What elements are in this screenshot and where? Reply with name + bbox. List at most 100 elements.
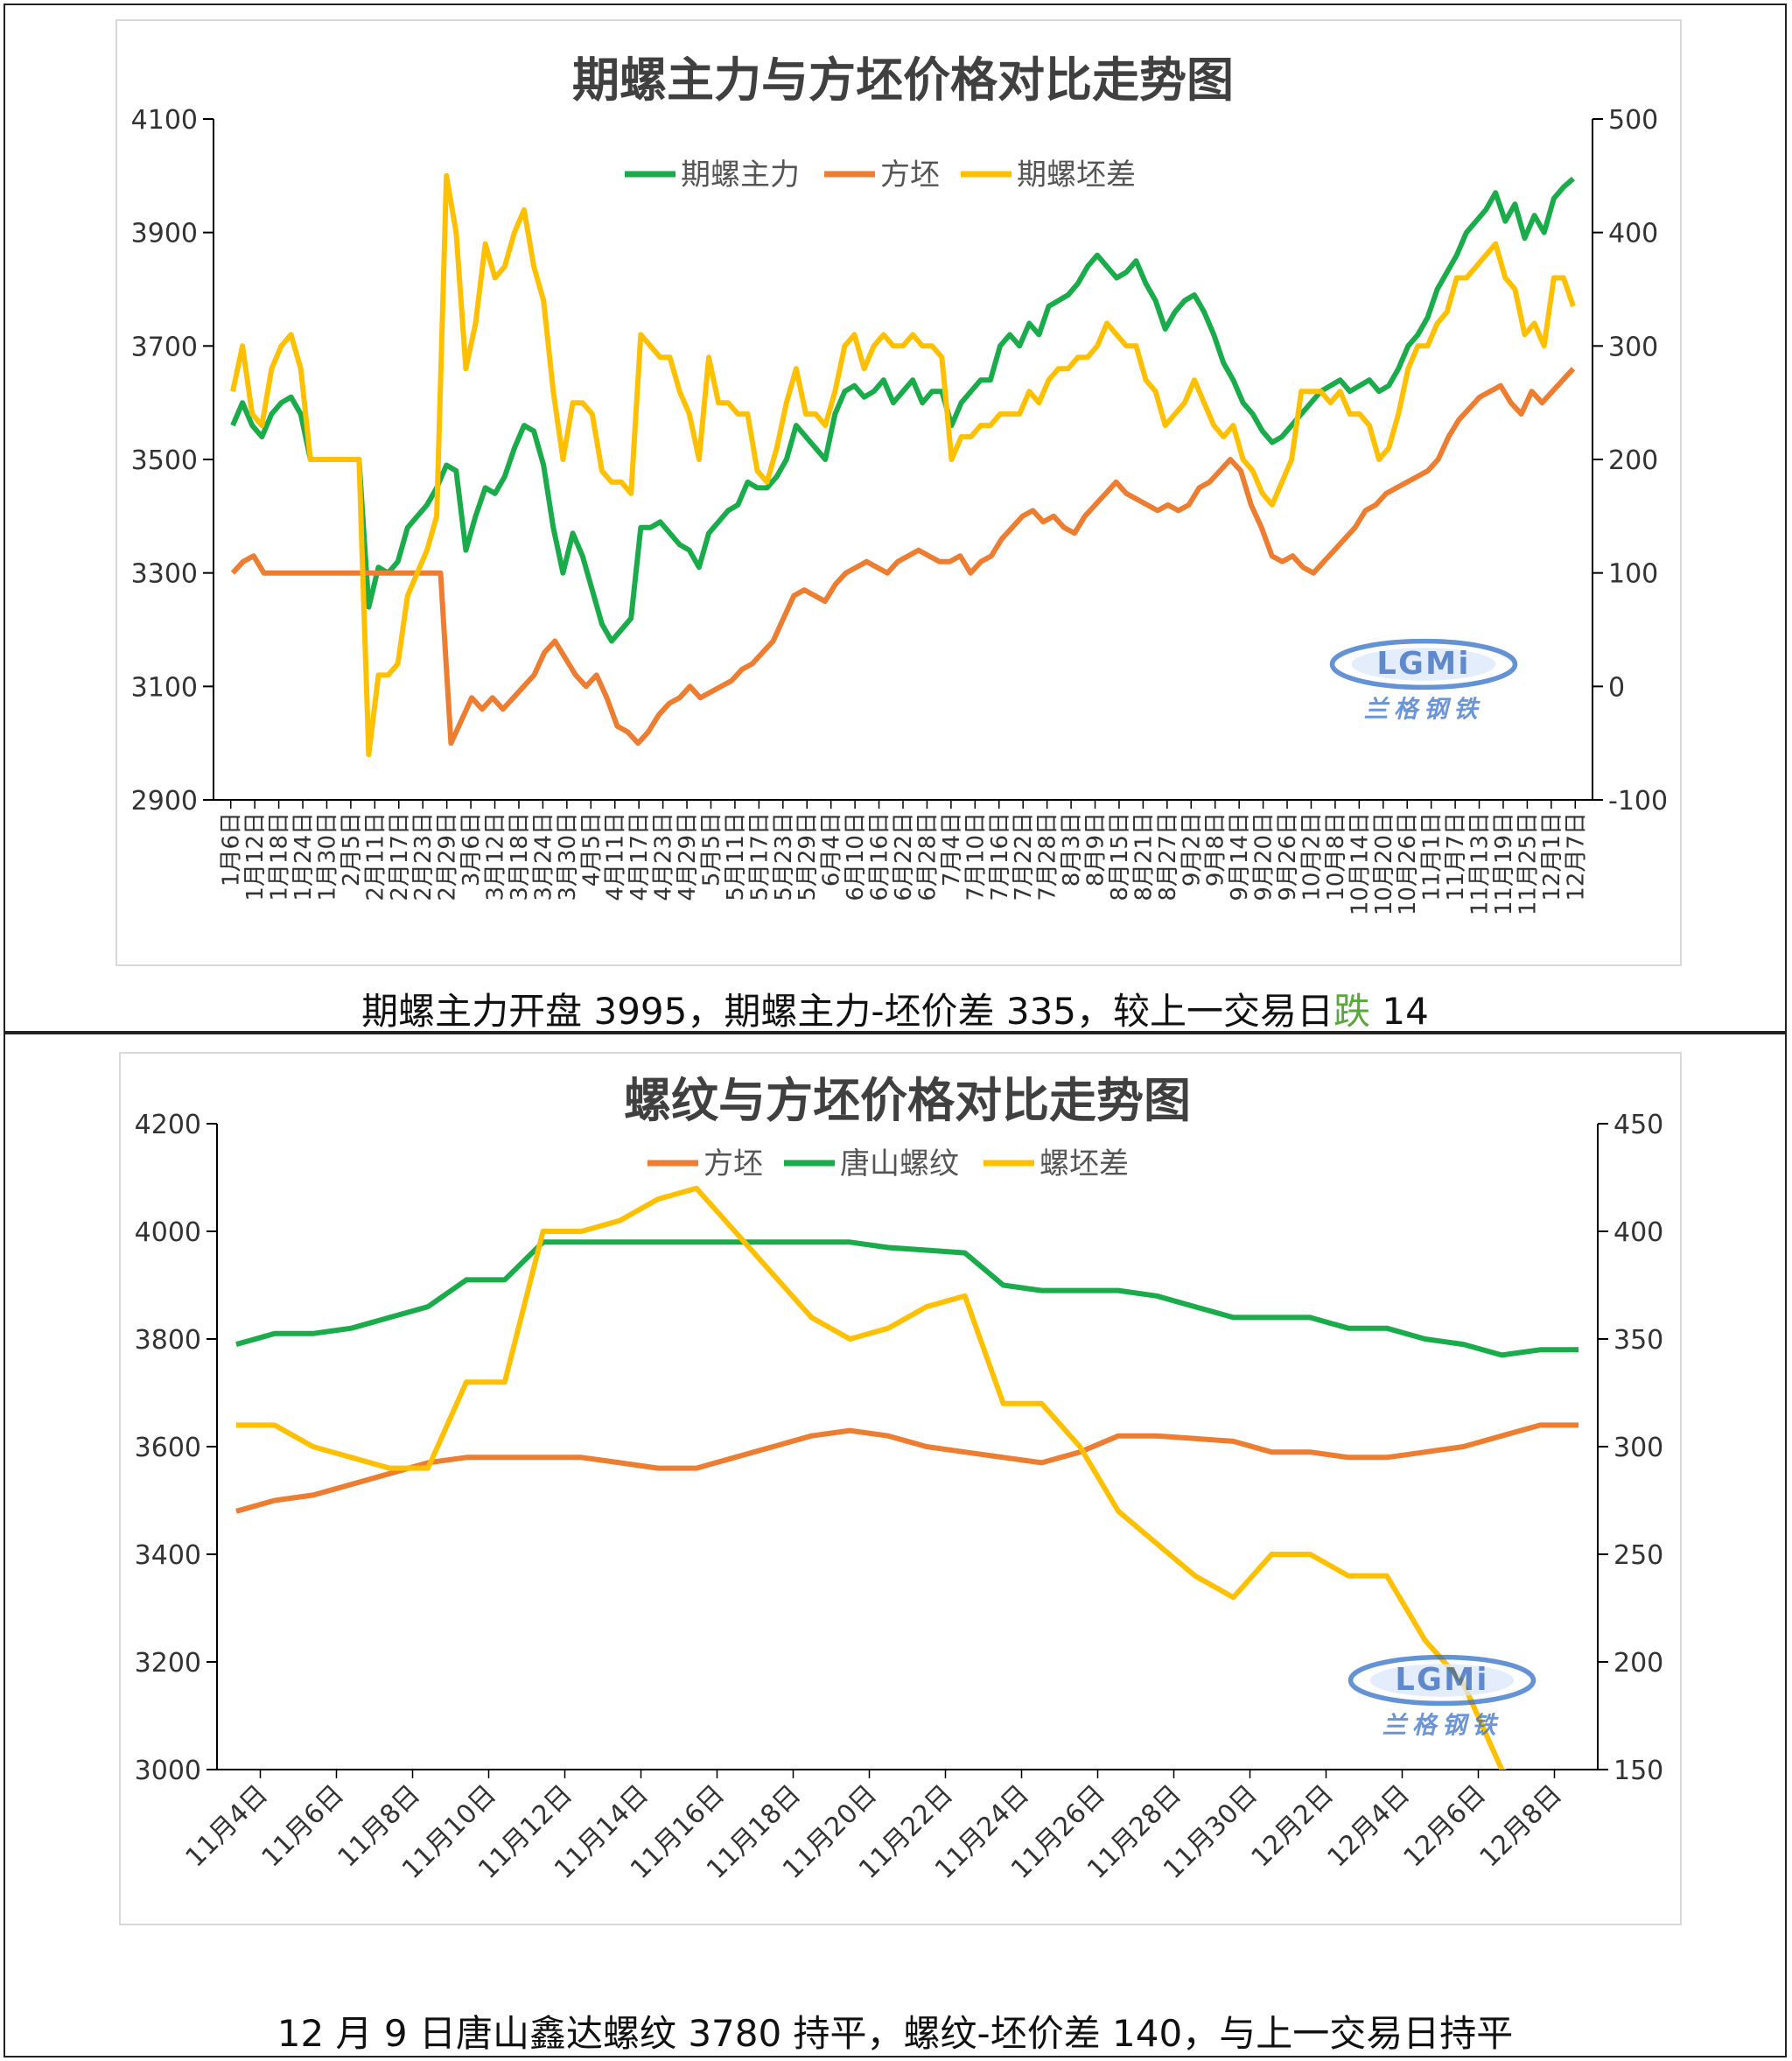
y-tick-label-left: 3700 bbox=[131, 332, 198, 362]
x-tick-label: 3月12日 bbox=[483, 812, 509, 901]
x-tick-label: 2月29日 bbox=[435, 812, 461, 901]
x-tick-label: 7月28日 bbox=[1035, 812, 1061, 901]
chart-title: 期螺主力与方坯价格对比走势图 bbox=[572, 53, 1234, 108]
x-tick-label: 4月23日 bbox=[651, 812, 677, 901]
y-tick-label-left: 3800 bbox=[135, 1325, 201, 1356]
y-tick-label-left: 4100 bbox=[131, 105, 198, 136]
x-tick-label: 5月17日 bbox=[746, 812, 773, 901]
x-tick-label: 7月22日 bbox=[1011, 812, 1037, 901]
x-tick-label: 7月10日 bbox=[962, 812, 989, 901]
x-tick-label: 9月26日 bbox=[1275, 812, 1301, 901]
caption-futures-direction: 跌 bbox=[1334, 990, 1371, 1033]
x-tick-label: 2月23日 bbox=[410, 812, 437, 901]
x-tick-label: 6月28日 bbox=[914, 812, 941, 901]
y-tick-label-right: 350 bbox=[1614, 1325, 1663, 1356]
y-tick-label-right: 400 bbox=[1614, 1217, 1663, 1248]
x-tick-label: 7月4日 bbox=[939, 812, 965, 887]
watermark-logo: LGMi 兰格钢铁 bbox=[1348, 1654, 1536, 1740]
logo-chinese: 兰格钢铁 bbox=[1364, 696, 1483, 724]
chart-panel-futures: 期螺主力与方坯价格对比走势图 4100 3900 3700 3500 3300 3100 29… bbox=[4, 4, 1787, 1033]
x-tick-label: 4月11日 bbox=[603, 812, 629, 901]
x-tick-label: 11月1日 bbox=[1419, 812, 1446, 901]
logo-ellipse bbox=[1348, 1654, 1536, 1707]
x-tick-label: 9月8日 bbox=[1203, 812, 1229, 887]
x-tick-label: 10月14日 bbox=[1347, 812, 1373, 915]
x-tick-label: 8月3日 bbox=[1059, 812, 1085, 887]
logo-ellipse bbox=[1329, 638, 1518, 691]
x-tick-label: 6月16日 bbox=[867, 812, 893, 901]
x-tick-label: 3月18日 bbox=[507, 812, 533, 901]
chart-title: 螺纹与方坯价格对比走势图 bbox=[624, 1073, 1191, 1128]
logo-ellipse-fill bbox=[1351, 648, 1496, 681]
legend-label: 期螺坯差 bbox=[1017, 158, 1136, 193]
x-tick-label: 11月6日 bbox=[256, 1779, 350, 1874]
y-tick-label-left: 3000 bbox=[135, 1756, 201, 1786]
series-line-1 bbox=[230, 367, 1576, 747]
legend-label: 螺坯差 bbox=[1040, 1146, 1129, 1181]
x-tick-label: 8月15日 bbox=[1107, 812, 1133, 901]
y-tick-label-left: 3500 bbox=[131, 445, 198, 476]
y-tick-label-right: 200 bbox=[1608, 445, 1658, 476]
chart-area-futures: 期螺主力与方坯价格对比走势图 4100 3900 3700 3500 3300 3100 29… bbox=[116, 19, 1682, 966]
x-tick-label: 10月20日 bbox=[1371, 812, 1397, 915]
series-line-2 bbox=[230, 172, 1576, 758]
y-tick-label-right: -100 bbox=[1608, 786, 1668, 817]
x-tick-label: 9月14日 bbox=[1227, 812, 1253, 901]
y-tick-label-left: 3900 bbox=[131, 219, 198, 249]
x-tick-label: 9月20日 bbox=[1251, 812, 1278, 901]
x-tick-label: 3月30日 bbox=[555, 812, 581, 901]
x-tick-label: 1月24日 bbox=[290, 812, 317, 901]
x-tick-label: 10月8日 bbox=[1323, 812, 1349, 901]
watermark-logo: LGMi 兰格钢铁 bbox=[1329, 638, 1518, 724]
x-tick-label: 6月22日 bbox=[891, 812, 917, 901]
x-tick-label: 2月17日 bbox=[387, 812, 413, 901]
y-tick-label-left: 2900 bbox=[131, 786, 198, 817]
series-line-1 bbox=[235, 1239, 1578, 1358]
x-tick-label: 10月26日 bbox=[1395, 812, 1421, 915]
x-tick-label: 8月27日 bbox=[1155, 812, 1181, 901]
series-line-0 bbox=[235, 1422, 1578, 1514]
caption-futures-text: 期螺主力开盘 3995，期螺主力-坯价差 335，较上一交易日 bbox=[361, 990, 1334, 1033]
y-tick-label-left: 3300 bbox=[131, 559, 198, 590]
y-tick-label-right: 500 bbox=[1608, 105, 1658, 136]
y-tick-label-left: 4000 bbox=[135, 1217, 201, 1248]
y-tick-label-left: 3200 bbox=[135, 1648, 201, 1679]
x-tick-label: 10月2日 bbox=[1298, 812, 1325, 901]
x-tick-label: 1月12日 bbox=[242, 812, 269, 901]
x-tick-label: 5月23日 bbox=[771, 812, 797, 901]
chart-panel-rebar: 螺纹与方坯价格对比走势图 4200 4000 3800 3600 3400 3200 3000… bbox=[4, 1033, 1787, 2057]
y-tick-label-left: 3600 bbox=[135, 1433, 201, 1463]
y-tick-label-right: 200 bbox=[1614, 1648, 1663, 1679]
x-tick-label: 8月9日 bbox=[1083, 812, 1110, 887]
caption-rebar: 12 月 9 日唐山鑫达螺纹 3780 持平，螺纹-坯价差 140，与上一交易日… bbox=[276, 2012, 1514, 2055]
y-tick-label-left: 3100 bbox=[131, 672, 198, 703]
x-tick-label: 11月13日 bbox=[1467, 812, 1494, 915]
x-tick-label: 11月4日 bbox=[179, 1779, 274, 1874]
x-tick-label: 1月18日 bbox=[267, 812, 293, 901]
y-tick-label-right: 400 bbox=[1608, 219, 1658, 249]
legend-label: 方坯 bbox=[880, 158, 940, 193]
legend-label: 唐山螺纹 bbox=[840, 1146, 959, 1181]
x-tick-label: 5月5日 bbox=[698, 812, 724, 887]
y-tick-label-right: 450 bbox=[1614, 1110, 1663, 1140]
futures-chart-svg: 期螺主力与方坯价格对比走势图 4100 3900 3700 3500 3300 3100 29… bbox=[131, 53, 1668, 915]
logo-text: LGMi bbox=[1376, 646, 1470, 682]
y-tick-label-left: 3400 bbox=[135, 1540, 201, 1571]
x-tick-label: 12月6日 bbox=[1397, 1779, 1492, 1874]
logo-chinese: 兰格钢铁 bbox=[1382, 1712, 1502, 1740]
x-tick-label: 8月21日 bbox=[1130, 812, 1157, 901]
x-tick-label: 2月11日 bbox=[362, 812, 388, 901]
series-line-2 bbox=[236, 1185, 1508, 1770]
y-tick-label-right: 250 bbox=[1614, 1540, 1663, 1571]
chart-area-rebar: 螺纹与方坯价格对比走势图 4200 4000 3800 3600 3400 3200 3000… bbox=[119, 1052, 1682, 1925]
x-tick-label: 11月7日 bbox=[1443, 812, 1469, 901]
caption-futures: 期螺主力开盘 3995，期螺主力-坯价差 335，较上一交易日跌 14 bbox=[5, 982, 1785, 1035]
y-tick-label-right: 100 bbox=[1608, 559, 1658, 590]
x-tick-label: 12月2日 bbox=[1245, 1779, 1340, 1874]
x-tick-label: 6月4日 bbox=[819, 812, 845, 887]
x-tick-label: 1月30日 bbox=[314, 812, 340, 901]
x-tick-label: 7月16日 bbox=[987, 812, 1013, 901]
y-tick-label-left: 4200 bbox=[135, 1110, 201, 1140]
x-tick-label: 12月7日 bbox=[1563, 812, 1589, 901]
caption-futures-change: 14 bbox=[1370, 990, 1429, 1033]
